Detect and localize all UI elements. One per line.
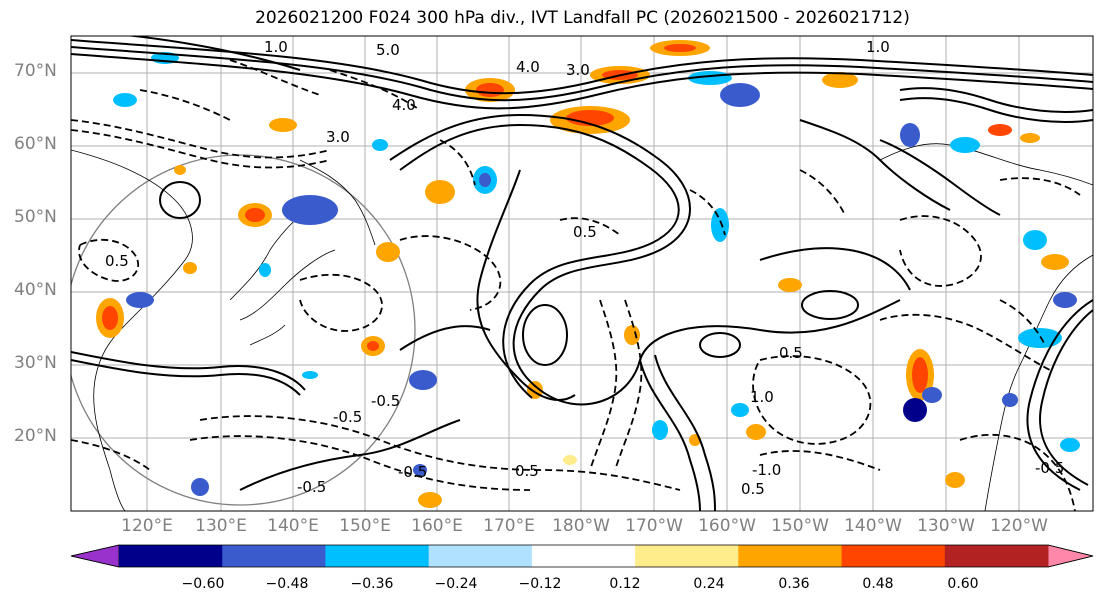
contour-label: 1.0 (866, 38, 890, 56)
colorbar-segment (428, 545, 533, 567)
contour-label: 0.5 (573, 223, 597, 241)
map-frame (70, 35, 1094, 512)
contour-label: 4.0 (516, 58, 540, 76)
lat-label: 40°N (14, 280, 57, 300)
contour-labels: 1.0 5.0 4.0 3.0 1.0 4.0 3.0 0.5 0.5 1.0 … (105, 38, 1064, 498)
colorbar-tick: −0.36 (350, 576, 394, 592)
colorbar-right-extend (1047, 544, 1094, 568)
colorbar-segment (738, 545, 843, 567)
colorbar-segment (944, 545, 1049, 567)
colorbar-segment (222, 545, 326, 567)
colorbar-tick: 0.24 (693, 576, 725, 592)
lon-label: 140°E (267, 516, 319, 536)
solid-contours (71, 36, 1093, 511)
colorbar-left-extend (70, 544, 120, 568)
colorbar-tick: −0.48 (265, 576, 309, 592)
lon-label: 120°W (990, 516, 1048, 536)
lat-label: 30°N (14, 353, 57, 373)
lat-label: 70°N (14, 61, 57, 81)
colorbar-segment (635, 545, 739, 567)
divergence-shading (96, 40, 1080, 508)
dashed-contours (71, 59, 1081, 511)
colorbar-segment (119, 545, 223, 567)
landfall-region-circle (71, 154, 416, 506)
lat-label: 20°N (14, 426, 57, 446)
lon-label: 170°E (483, 516, 535, 536)
contour-label: 0.5 (515, 462, 539, 480)
coastlines (71, 143, 1093, 511)
colorbar-segment (531, 545, 636, 567)
contour-label: -0.5 (333, 408, 362, 426)
contour-label: 1.0 (750, 388, 774, 406)
colorbar-segments (119, 545, 1049, 567)
colorbar (70, 544, 1094, 568)
contour-label: 1.0 (264, 38, 288, 56)
lon-label: 140°W (844, 516, 902, 536)
contour-label: 0.5 (105, 252, 129, 270)
colorbar-outline (70, 544, 1094, 568)
map-title: 2026021200 F024 300 hPa div., IVT Landfa… (255, 8, 910, 28)
colorbar-tick: 0.12 (609, 576, 641, 592)
contour-label: -0.5 (297, 478, 326, 496)
colorbar-tick: −0.24 (434, 576, 478, 592)
colorbar-tick: −0.60 (181, 576, 225, 592)
map-plot-area: 1.0 5.0 4.0 3.0 1.0 4.0 3.0 0.5 0.5 1.0 … (71, 36, 1093, 511)
colorbar-tick: −0.12 (518, 576, 562, 592)
lon-label: 130°W (917, 516, 975, 536)
lat-label: 60°N (14, 134, 57, 154)
contour-label: -1.0 (752, 461, 781, 479)
lon-label: 180°W (552, 516, 610, 536)
lat-label: 50°N (14, 207, 57, 227)
contour-label: -0.5 (1035, 459, 1064, 477)
lon-label: 160°W (698, 516, 756, 536)
lon-label: 170°W (625, 516, 683, 536)
contour-label: 0.5 (779, 344, 803, 362)
colorbar-segment (325, 545, 430, 567)
contour-label: 4.0 (392, 96, 416, 114)
colorbar-tick: 0.36 (778, 576, 810, 592)
contour-label: 3.0 (566, 61, 590, 79)
colorbar-tick: 0.48 (862, 576, 894, 592)
contour-label: -0.5 (398, 463, 427, 481)
contour-label: 0.5 (741, 480, 765, 498)
lon-label: 120°E (121, 516, 173, 536)
lon-label: 160°E (411, 516, 463, 536)
contour-label: -0.5 (371, 392, 400, 410)
lon-label: 150°E (339, 516, 391, 536)
colorbar-segment (841, 545, 946, 567)
contour-label: 3.0 (326, 128, 350, 146)
contour-label: 5.0 (376, 41, 400, 59)
colorbar-tick: 0.60 (947, 576, 979, 592)
lon-label: 150°W (771, 516, 829, 536)
lon-label: 130°E (195, 516, 247, 536)
